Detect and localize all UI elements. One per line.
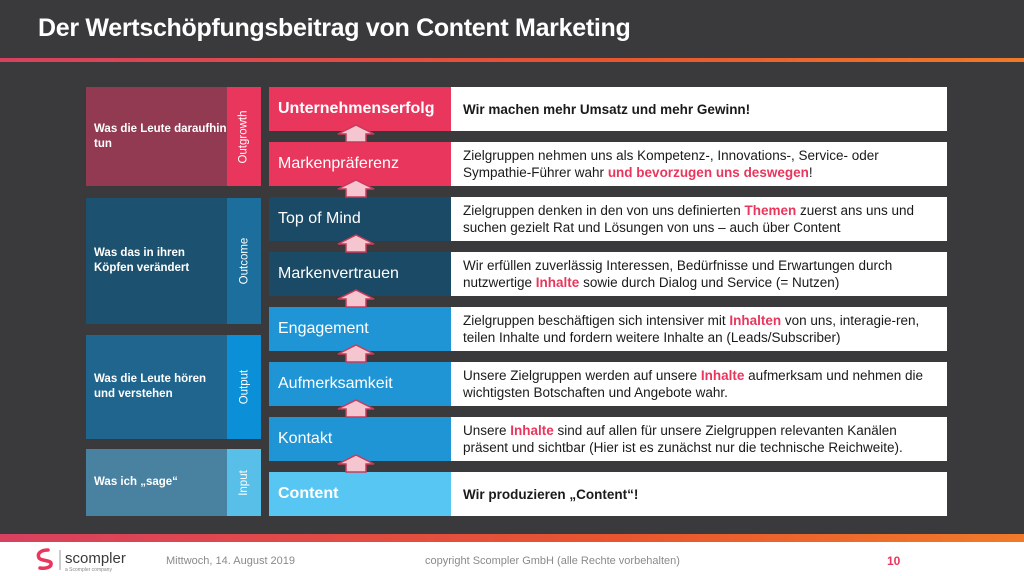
up-arrow-icon (337, 124, 375, 143)
footer (0, 542, 1024, 576)
slide-title: Der Wertschöpfungsbeitrag von Content Ma… (38, 14, 631, 42)
phase-label-outcome: Outcome (227, 198, 261, 324)
group-description-input: Was ich „sage“ (94, 476, 178, 488)
description-highlight: Themen (744, 203, 797, 218)
phase-text-outgrowth: Outgrowth (238, 109, 250, 164)
phase-label-input: Input (227, 449, 261, 516)
phase-text-output: Output (238, 369, 250, 405)
phase-label-outgrowth: Outgrowth (227, 87, 261, 186)
description-text: Wir erfüllen zuverlässig Interessen, Bed… (463, 258, 893, 290)
footer-accent-bar (0, 534, 1024, 542)
description-text: von uns, interagie-ren, teilen Inhalte u… (463, 313, 920, 345)
description-text: Wir machen mehr Umsatz und mehr Gewinn! (463, 101, 751, 117)
stage-description-markenvertrauen: Wir erfüllen zuverlässig Interessen, Bed… (451, 252, 947, 296)
group-description-outcome: Was das in ihren Köpfen verändert (94, 247, 190, 274)
stage-content: Content (269, 472, 451, 516)
footer-date: Mittwoch, 14. August 2019 (166, 555, 296, 567)
description-highlight: Inhalten (729, 313, 782, 328)
up-arrow-icon (337, 344, 375, 363)
logo-subline: a Scompler company (65, 567, 112, 573)
logo-wordmark: scompler (65, 550, 126, 567)
stage-description-unternehmenserfolg: Wir machen mehr Umsatz und mehr Gewinn! (451, 87, 947, 131)
description-text: sind auf allen für unsere Zielgruppen re… (463, 423, 903, 455)
description-text: Unsere Zielgruppen werden auf unsere (463, 368, 701, 383)
phase-text-outcome: Outcome (238, 237, 251, 285)
group-box-input: Was ich „sage“ (86, 449, 227, 516)
group-box-outcome: Was das in ihren Köpfen verändert (86, 198, 227, 324)
description-text: aufmerksam und nehmen die wichtigsten Bo… (463, 368, 924, 400)
stage-description-kontakt: Unsere Inhalte sind auf allen für unsere… (451, 417, 947, 461)
description-text: sowie durch Dialog und Service (= Nutzen… (579, 275, 840, 290)
up-arrow-icon (337, 289, 375, 308)
description-highlight: Inhalte (700, 368, 745, 383)
title-accent-bar (0, 58, 1024, 62)
description-highlight: Inhalte (535, 275, 580, 290)
stage-description-markenpraeferenz: Zielgruppen nehmen uns als Kompetenz-, I… (451, 142, 947, 186)
up-arrow-icon (337, 234, 375, 253)
description-text: Wir produzieren „Content“! (463, 486, 639, 502)
stage-aufmerksamkeit: Aufmerksamkeit (269, 362, 451, 406)
page-number: 10 (887, 554, 901, 568)
group-description-outgrowth: Was die Leute daraufhin tun (94, 122, 227, 150)
description-text: Zielgruppen beschäftigen sich intensiver… (463, 313, 730, 328)
up-arrow-icon (337, 454, 375, 473)
stage-markenpraeferenz: Markenpräferenz (269, 142, 451, 186)
stage-markenvertrauen: Markenvertrauen (269, 252, 451, 296)
description-text: ! (808, 165, 813, 180)
up-arrow-icon (337, 179, 375, 198)
group-box-outgrowth: Was die Leute daraufhin tun (86, 87, 227, 186)
description-text: Unsere (463, 423, 511, 438)
footer-copyright: copyright Scompler GmbH (alle Rechte vor… (425, 555, 680, 567)
stage-engagement: Engagement (269, 307, 451, 351)
stage-kontakt: Kontakt (269, 417, 451, 461)
stage-description-aufmerksamkeit: Unsere Zielgruppen werden auf unsere Inh… (451, 362, 947, 406)
stage-description-engagement: Zielgruppen beschäftigen sich intensiver… (451, 307, 947, 351)
phase-text-input: Input (237, 469, 250, 496)
stage-description-top-of-mind: Zielgruppen denken in den von uns defini… (451, 197, 947, 241)
group-box-output: Was die Leute hören und verstehen (86, 335, 227, 439)
description-highlight: Inhalte (510, 423, 554, 438)
description-highlight: und bevorzugen uns deswegen (607, 165, 809, 180)
description-text: Zielgruppen denken in den von uns defini… (463, 203, 745, 218)
stage-unternehmenserfolg: Unternehmenserfolg (269, 87, 451, 131)
stage-description-content: Wir produzieren „Content“! (451, 472, 947, 516)
stage-top-of-mind: Top of Mind (269, 197, 451, 241)
scompler-logo: scompler a Scompler company (36, 548, 126, 573)
description-text: zuerst ans uns und suchen gezielt Rat un… (463, 203, 915, 235)
phase-label-output: Output (227, 335, 261, 439)
up-arrow-icon (337, 399, 375, 418)
group-description-output: Was die Leute hören und verstehen (94, 373, 207, 400)
description-text: Zielgruppen nehmen uns als Kompetenz-, I… (463, 148, 879, 180)
